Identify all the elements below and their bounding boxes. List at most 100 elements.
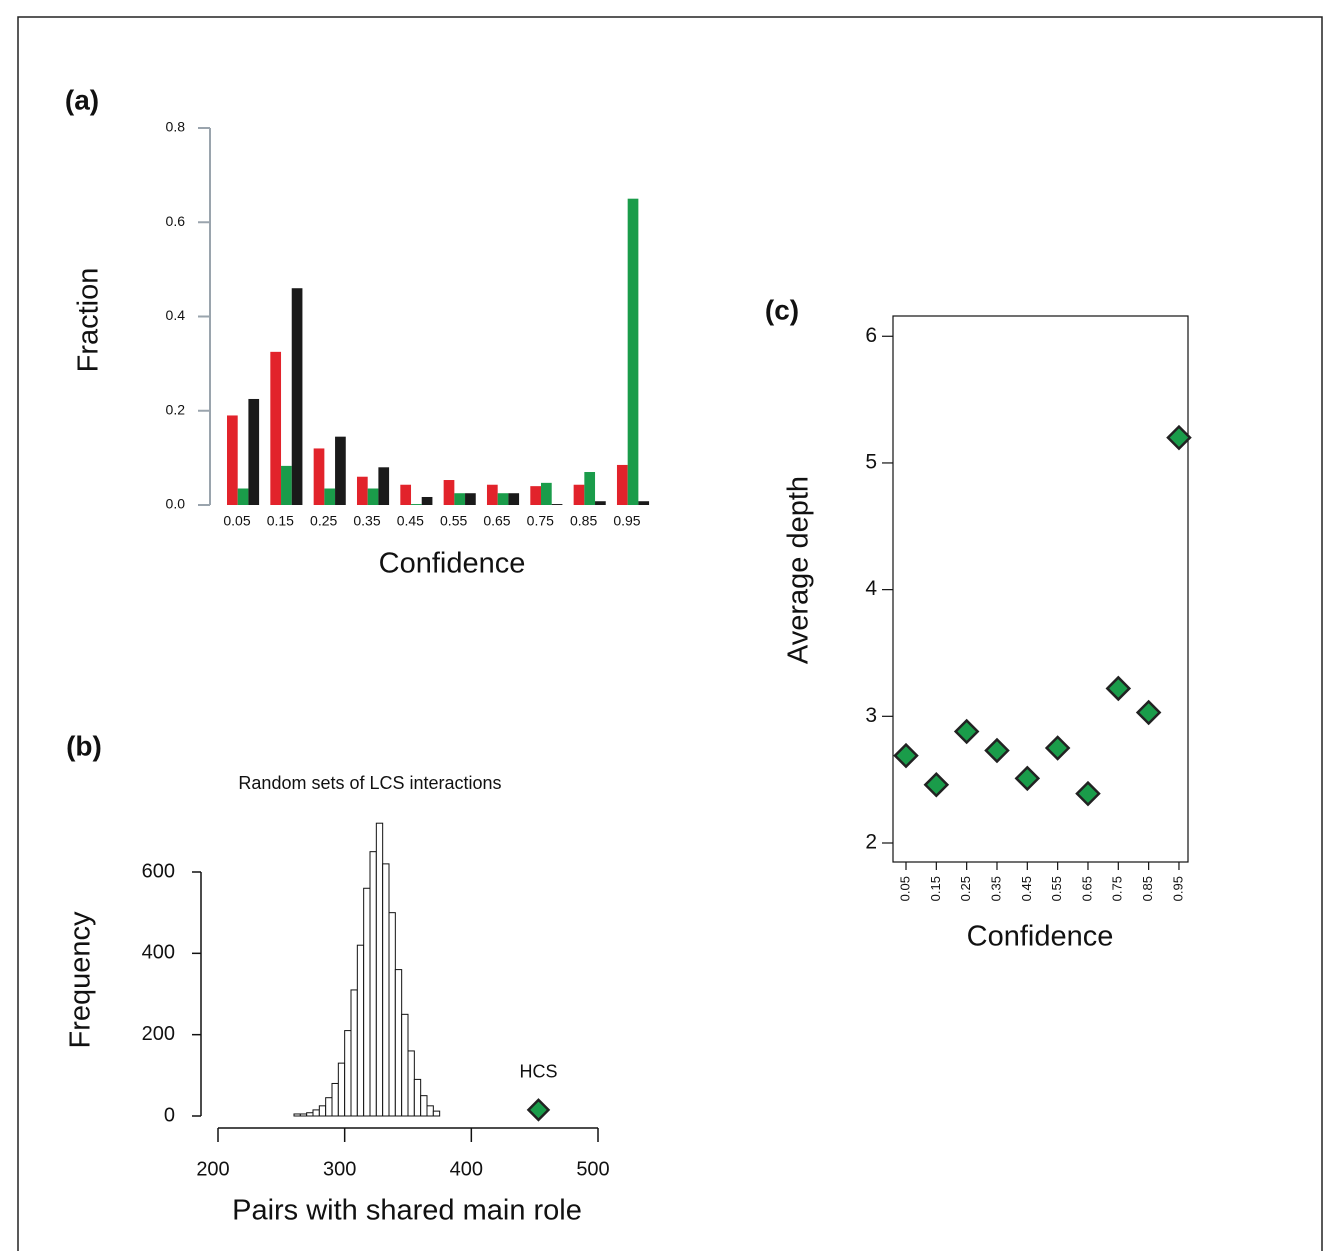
histogram-bar: [432, 1110, 441, 1117]
histogram-bar: [337, 1062, 346, 1117]
point: [1014, 765, 1041, 792]
x-tick-label: 0.45: [1019, 876, 1034, 901]
x-axis-label: Pairs with shared main role: [232, 1195, 582, 1227]
bar: [584, 472, 596, 505]
bar: [227, 415, 238, 505]
bar: [486, 484, 498, 505]
y-tick-label: 400: [142, 942, 175, 964]
y-tick-label: 200: [142, 1023, 175, 1045]
annotation-label: HCS: [519, 1062, 557, 1082]
x-tick-label: 0.75: [1110, 876, 1125, 901]
point: [1105, 675, 1132, 702]
x-tick-label: 0.75: [527, 513, 554, 529]
point: [1166, 424, 1192, 451]
annotation-marker: [526, 1098, 551, 1122]
bar: [541, 482, 552, 505]
x-tick-label: 0.55: [1049, 876, 1064, 901]
x-tick-label: 0.25: [958, 876, 973, 901]
bar: [454, 493, 466, 505]
frame: [17, 16, 1323, 1251]
bar: [270, 351, 282, 505]
y-tick-label: 5: [865, 450, 877, 473]
y-tick-label: 0: [164, 1104, 175, 1126]
y-tick-label: 0.4: [166, 307, 186, 323]
bar: [530, 486, 542, 505]
histogram-bar: [382, 863, 390, 1117]
x-tick-label: 0.05: [223, 513, 250, 529]
plot-frame: [892, 315, 1189, 863]
y-tick-label: 0.6: [166, 213, 186, 229]
panel-label: (a): [65, 84, 99, 115]
x-axis-label: Confidence: [967, 921, 1114, 953]
bar: [367, 488, 379, 505]
y-tick-label: 600: [142, 860, 175, 882]
histogram-bar: [369, 851, 377, 1117]
y-axis-label: Average depth: [783, 476, 815, 664]
point: [1135, 699, 1162, 726]
bar: [595, 501, 606, 505]
bar: [627, 198, 639, 505]
y-tick-label: 4: [865, 577, 877, 600]
bar: [443, 480, 455, 505]
x-tick-label: 0.15: [928, 876, 943, 901]
x-tick-label: 0.45: [397, 513, 424, 529]
y-axis-label: Fraction: [73, 268, 105, 373]
x-tick-label: 0.15: [267, 513, 294, 529]
bar: [378, 467, 390, 505]
x-tick-label: 400: [450, 1158, 483, 1180]
histogram-bar: [407, 1050, 415, 1117]
bar: [465, 493, 476, 505]
y-tick-label: 0.2: [166, 401, 186, 417]
y-tick-label: 2: [865, 831, 877, 854]
bar: [291, 288, 303, 505]
x-tick-label: 300: [323, 1158, 356, 1180]
panel-label: (c): [765, 294, 799, 325]
x-tick-label: 0.85: [570, 513, 597, 529]
bar: [573, 484, 585, 505]
point: [923, 771, 950, 798]
bar: [356, 476, 368, 505]
histogram-bar: [293, 1113, 301, 1117]
bar: [324, 488, 336, 505]
histogram-bar: [426, 1105, 434, 1117]
bar: [281, 465, 292, 505]
x-axis-label: Confidence: [379, 548, 526, 580]
panel-label: (b): [66, 730, 102, 761]
point: [984, 737, 1010, 764]
x-tick-label: 0.95: [613, 513, 640, 529]
bar: [248, 398, 260, 505]
histogram-bar: [318, 1105, 327, 1117]
bar: [551, 504, 563, 505]
bar: [335, 436, 346, 505]
histogram-bar: [401, 1013, 409, 1117]
x-tick-label: 0.55: [440, 513, 467, 529]
histogram-bar: [331, 1082, 339, 1117]
point: [893, 742, 919, 769]
histogram-bar: [394, 969, 403, 1117]
y-tick-label: 0.0: [166, 496, 186, 512]
histogram-bar: [388, 912, 396, 1117]
y-axis-label: Frequency: [65, 911, 97, 1049]
bar: [421, 496, 433, 505]
histogram-bar: [312, 1109, 320, 1117]
bar: [508, 493, 520, 505]
bar: [411, 504, 422, 505]
chart-title: Random sets of LCS interactions: [238, 773, 501, 793]
point: [953, 718, 980, 745]
bar: [616, 464, 628, 505]
y-tick-label: 0.8: [166, 119, 186, 135]
histogram-bar: [356, 944, 365, 1117]
histogram-bar: [363, 887, 371, 1117]
bar: [313, 448, 325, 505]
y-tick-label: 3: [865, 704, 877, 727]
histogram-bar: [413, 1078, 422, 1117]
histogram-bar: [350, 989, 358, 1117]
histogram-bar: [344, 1030, 352, 1117]
y-tick-label: 6: [865, 324, 877, 347]
bar: [638, 501, 650, 505]
bar: [237, 488, 249, 505]
x-tick-label: 0.65: [483, 513, 510, 529]
x-tick-label: 0.35: [988, 876, 1003, 901]
bar: [400, 484, 412, 505]
